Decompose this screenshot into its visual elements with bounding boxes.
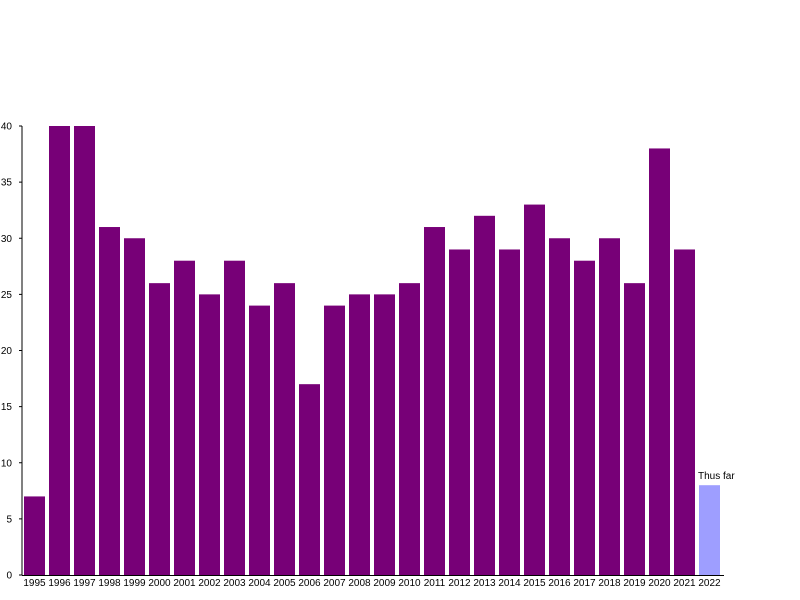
y-tick-label-0: 0 (6, 571, 12, 582)
x-tick-label-2014: 2014 (498, 578, 521, 589)
bar-2001 (174, 260, 195, 575)
bar-1997 (74, 126, 95, 575)
bar-2017 (574, 260, 595, 575)
y-tick-label-15: 15 (1, 402, 13, 413)
bar-1996 (49, 126, 70, 575)
bar-2019 (624, 283, 645, 575)
bar-2022 (699, 485, 720, 575)
bar-2015 (524, 204, 545, 575)
x-tick-label-2021: 2021 (673, 578, 696, 589)
axes (19, 125, 724, 576)
x-tick-label-1997: 1997 (73, 578, 96, 589)
y-tick-label-10: 10 (1, 458, 13, 469)
y-tick-labels: 0 5 10 15 20 25 30 35 40 (1, 122, 13, 582)
x-tick-label-2016: 2016 (548, 578, 571, 589)
bar-2000 (149, 283, 170, 575)
y-tick-label-25: 25 (1, 290, 13, 301)
x-tick-label-2010: 2010 (398, 578, 421, 589)
bar-2018 (599, 238, 620, 575)
x-tick-label-2017: 2017 (573, 578, 596, 589)
y-tick-label-30: 30 (1, 234, 13, 245)
x-tick-labels: 1995 1996 1997 1998 1999 2000 2001 2002 2003 2004… (23, 578, 721, 589)
y-tick-label-35: 35 (1, 178, 13, 189)
x-tick-label-1995: 1995 (23, 578, 46, 589)
y-tick-label-5: 5 (6, 514, 12, 525)
annotations: Thus far (698, 471, 735, 482)
y-tick-label-40: 40 (1, 122, 13, 133)
x-tick-label-2008: 2008 (348, 578, 371, 589)
x-tick-label-2011: 2011 (424, 578, 446, 589)
bar-2013 (474, 215, 495, 576)
x-tick-label-2018: 2018 (598, 578, 621, 589)
x-tick-label-2012: 2012 (448, 578, 471, 589)
bar-2003 (224, 260, 245, 575)
bar-2021 (674, 249, 695, 575)
bar-2011 (424, 227, 445, 575)
x-tick-label-2006: 2006 (298, 578, 321, 589)
x-tick-label-2020: 2020 (648, 578, 671, 589)
bar-2002 (199, 294, 220, 575)
x-tick-label-2015: 2015 (523, 578, 546, 589)
x-tick-label-2009: 2009 (373, 578, 396, 589)
x-tick-label-2000: 2000 (148, 578, 171, 589)
x-tick-label-2007: 2007 (323, 578, 346, 589)
bar-1999 (124, 238, 145, 575)
bar-2008 (349, 294, 370, 575)
bar-2009 (374, 294, 395, 575)
bar-2010 (399, 283, 420, 575)
bar-2005 (274, 283, 295, 575)
x-tick-label-2001: 2001 (173, 578, 196, 589)
bar-2012 (449, 249, 470, 575)
bar-2020 (649, 148, 670, 575)
bar-2006 (299, 384, 320, 575)
x-tick-label-2022: 2022 (698, 578, 721, 589)
annotation-label-2022: Thus far (698, 471, 735, 482)
x-tick-label-2004: 2004 (248, 578, 271, 589)
bar-2004 (249, 305, 270, 575)
x-tick-label-2019: 2019 (623, 578, 646, 589)
x-tick-label-1999: 1999 (123, 578, 146, 589)
x-tick-label-2002: 2002 (198, 578, 221, 589)
x-tick-label-2005: 2005 (273, 578, 296, 589)
x-tick-label-1996: 1996 (48, 578, 71, 589)
bar-2014 (499, 249, 520, 575)
bar-2007 (324, 305, 345, 575)
bar-1995 (24, 496, 45, 575)
x-tick-label-2003: 2003 (223, 578, 246, 589)
x-tick-label-1998: 1998 (98, 578, 121, 589)
bar-1998 (99, 227, 120, 575)
bars (24, 126, 720, 576)
y-tick-label-20: 20 (1, 346, 13, 357)
bar-2016 (549, 238, 570, 575)
x-tick-label-2013: 2013 (473, 578, 496, 589)
